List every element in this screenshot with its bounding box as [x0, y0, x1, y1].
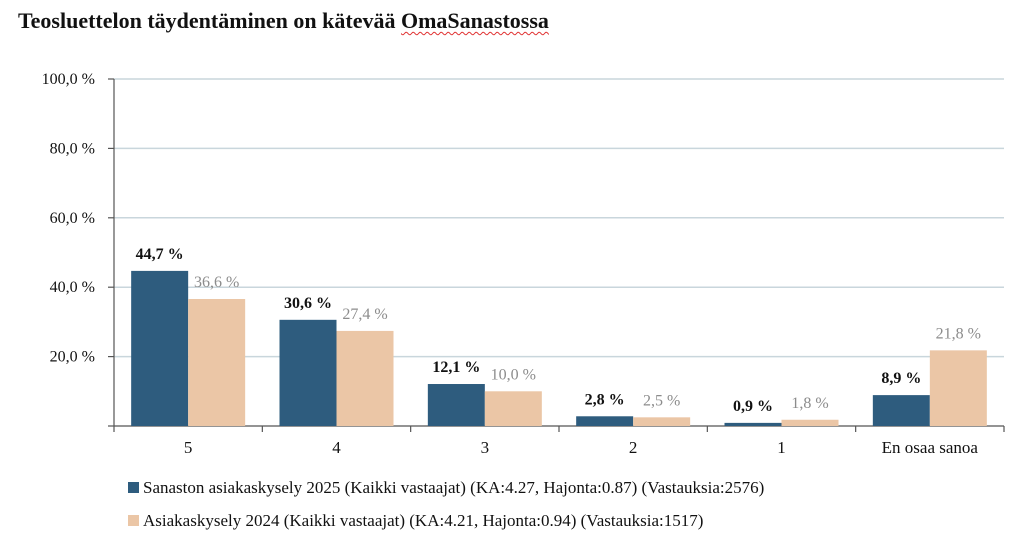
data-label-s0-c1: 30,6 % [284, 295, 332, 312]
data-label-s1-c0: 36,6 % [194, 274, 239, 291]
chart-title-marked-word: OmaSanastossa [400, 8, 549, 33]
legend-label-2025: Sanaston asiakaskysely 2025 (Kaikki vast… [143, 478, 765, 497]
bar-s1-c2 [484, 391, 542, 426]
data-label-s1-c4: 1,8 % [791, 395, 828, 412]
data-label-s1-c5: 21,8 % [936, 325, 981, 342]
x-tick-label-4: 1 [777, 438, 786, 457]
chart-title: Teosluettelon täydentäminen on kätevää O… [18, 8, 549, 34]
y-tick-label-100: 100,0 % [42, 71, 95, 88]
legend-item-2024: Asiakaskysely 2024 (Kaikki vastaajat) (K… [128, 511, 703, 531]
y-tick-label-40: 40,0 % [50, 279, 95, 296]
data-label-s1-c2: 10,0 % [491, 366, 536, 383]
bar-s1-c1 [336, 330, 394, 426]
bar-s1-c4 [781, 419, 839, 426]
data-label-s0-c0: 44,7 % [136, 246, 184, 263]
data-label-s0-c3: 2,8 % [585, 391, 625, 408]
bar-s0-c4 [724, 422, 782, 426]
legend-swatch-2024 [128, 515, 139, 526]
data-label-s1-c1: 27,4 % [342, 306, 387, 323]
bar-s1-c0 [188, 298, 246, 426]
x-tick-label-1: 4 [332, 438, 341, 457]
bar-s1-c3 [633, 417, 691, 426]
x-tick-label-3: 2 [629, 438, 638, 457]
legend-label-2024: Asiakaskysely 2024 (Kaikki vastaajat) (K… [143, 511, 704, 530]
x-tick-label-2: 3 [481, 438, 490, 457]
bar-s0-c0 [131, 270, 189, 426]
bar-s0-c1 [279, 319, 337, 426]
x-tick-label-5: En osaa sanoa [882, 438, 979, 457]
chart-title-text: Teosluettelon täydentäminen on kätevää [18, 8, 401, 33]
data-label-s0-c4: 0,9 % [733, 398, 773, 415]
bar-s1-c5 [929, 350, 987, 426]
y-tick-label-20: 20,0 % [50, 349, 95, 366]
bar-s0-c2 [427, 384, 485, 426]
legend-item-2025: Sanaston asiakaskysely 2025 (Kaikki vast… [128, 478, 764, 498]
x-tick-label-0: 5 [184, 438, 193, 457]
data-label-s1-c3: 2,5 % [643, 392, 680, 409]
y-tick-label-60: 60,0 % [50, 210, 95, 227]
data-label-s0-c5: 8,9 % [881, 370, 921, 387]
y-tick-label-80: 80,0 % [50, 140, 95, 157]
legend-swatch-2025 [128, 482, 139, 493]
bar-s0-c3 [576, 416, 634, 426]
data-label-s0-c2: 12,1 % [432, 359, 480, 376]
bar-s0-c5 [872, 395, 930, 426]
